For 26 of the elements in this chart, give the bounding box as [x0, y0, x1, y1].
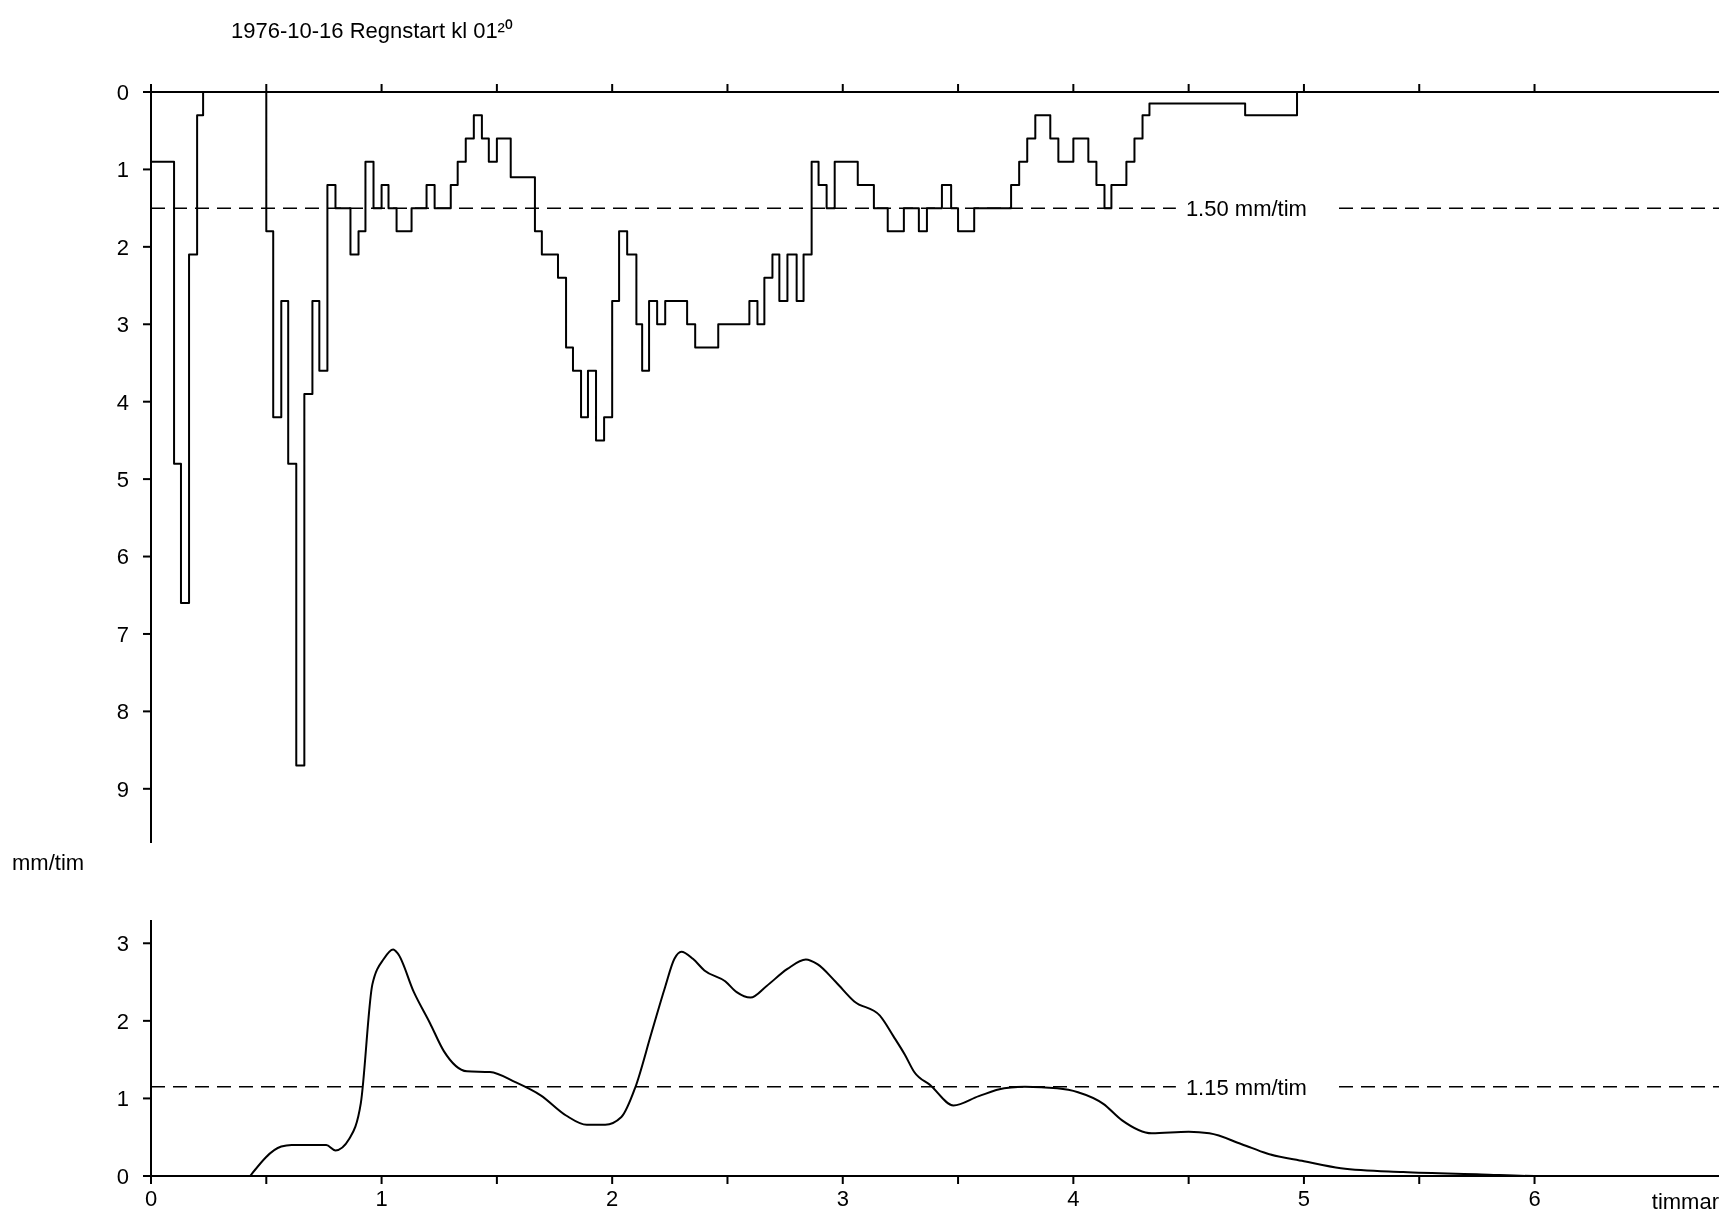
x-tick-label: 4 [1067, 1185, 1080, 1211]
y-tick-label: 9 [116, 776, 129, 802]
x-tick-label: 2 [606, 1185, 619, 1211]
y-tick-label: 3 [116, 312, 129, 338]
x-tick-label: 3 [836, 1185, 849, 1211]
x-axis-title: timmar [1651, 1189, 1719, 1214]
x-tick-label: 5 [1297, 1185, 1311, 1211]
y-tick-label: 3 [116, 931, 129, 957]
y-tick-label: 8 [116, 699, 129, 725]
y-tick-label: 2 [116, 1008, 129, 1034]
y-tick-label: 1 [116, 157, 129, 183]
y-axis-title: mm/tim [12, 850, 85, 875]
x-tick-label: 0 [144, 1185, 158, 1211]
y-tick-label: 1 [116, 1086, 129, 1112]
y-tick-label: 2 [116, 234, 129, 260]
chart-title: 1976-10-16 Regnstart kl 01²⁰ [231, 18, 513, 43]
y-tick-label: 7 [116, 621, 129, 647]
ref-line-label: 1.15 mm/tim [1185, 1074, 1307, 1100]
y-tick-label: 0 [116, 1163, 129, 1189]
y-tick-label: 0 [116, 79, 129, 105]
x-tick-label: 6 [1528, 1185, 1541, 1211]
x-tick-label: 1 [375, 1185, 388, 1211]
ref-line-label: 1.50 mm/tim [1185, 196, 1307, 222]
y-tick-label: 4 [116, 389, 129, 415]
y-tick-label: 6 [116, 544, 129, 570]
y-tick-label: 5 [116, 466, 129, 492]
